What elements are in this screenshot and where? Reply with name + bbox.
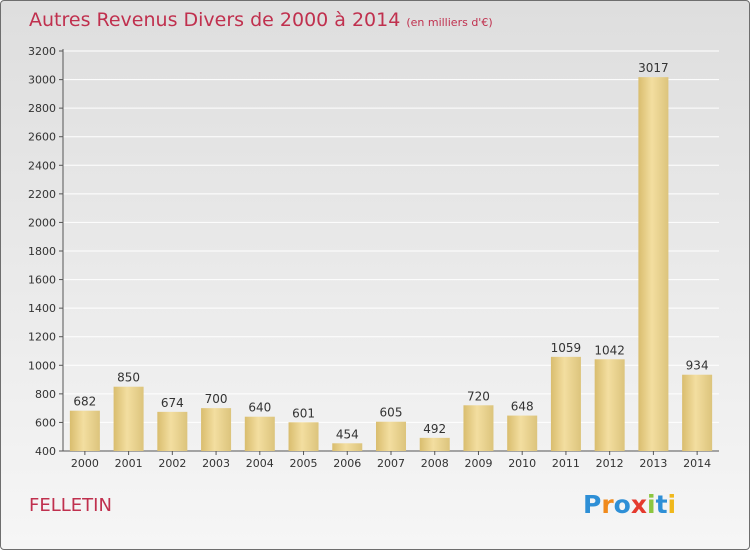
bars <box>69 77 713 452</box>
bar-2003 <box>201 408 232 451</box>
bar-2008 <box>419 437 450 451</box>
x-tick-label: 2012 <box>596 457 624 470</box>
logo-letter: x <box>630 490 647 519</box>
x-tick-label: 2013 <box>639 457 667 470</box>
y-tick-label: 2400 <box>28 159 56 172</box>
bar-value-label: 720 <box>467 389 490 403</box>
bar-2010 <box>507 415 538 451</box>
bar-2012 <box>594 359 625 451</box>
bar-2001 <box>113 386 144 451</box>
x-tick-label: 2002 <box>158 457 186 470</box>
x-tick-label: 2001 <box>115 457 143 470</box>
y-tick-label: 1200 <box>28 331 56 344</box>
logo-letter: t <box>655 490 668 519</box>
bar-value-label: 1042 <box>594 343 625 357</box>
bar-2011 <box>550 356 581 451</box>
bar-2014 <box>682 374 713 451</box>
bar-2013 <box>638 77 669 452</box>
bar-value-label: 934 <box>686 359 709 373</box>
bar-2004 <box>244 416 275 451</box>
x-tick-label: 2005 <box>290 457 318 470</box>
y-tick-label: 2200 <box>28 188 56 201</box>
logo-letter: i <box>667 490 677 519</box>
bar-value-label: 682 <box>73 395 96 409</box>
bar-value-label: 850 <box>117 371 140 385</box>
logo-letter: i <box>647 490 656 519</box>
x-tick-label: 2008 <box>421 457 449 470</box>
x-tick-label: 2011 <box>552 457 580 470</box>
y-tick-label: 2800 <box>28 102 56 115</box>
bar-value-label: 640 <box>248 401 271 415</box>
x-tick-label: 2004 <box>246 457 274 470</box>
bar-value-label: 1059 <box>551 341 582 355</box>
x-tick-label: 2003 <box>202 457 230 470</box>
y-tick-label: 1000 <box>28 359 56 372</box>
y-tick-label: 2000 <box>28 216 56 229</box>
y-tick-label: 3000 <box>28 74 56 87</box>
y-tick-label: 1800 <box>28 245 56 258</box>
proxiti-logo: Proxiti <box>583 490 676 519</box>
x-tick-label: 2010 <box>508 457 536 470</box>
bar-2002 <box>157 411 188 451</box>
bar-2006 <box>332 443 363 451</box>
x-tick-label: 2007 <box>377 457 405 470</box>
bar-2009 <box>463 405 494 451</box>
bar-value-label: 601 <box>292 406 315 420</box>
bar-value-label: 605 <box>380 406 403 420</box>
bar-value-label: 492 <box>423 422 446 436</box>
logo-letter: P <box>583 490 602 519</box>
bar-value-label: 674 <box>161 396 184 410</box>
bar-2007 <box>376 421 406 451</box>
chart-title: Autres Revenus Divers de 2000 à 2014 (en … <box>29 9 493 31</box>
location-name: FELLETIN <box>29 495 112 516</box>
y-tick-label: 800 <box>35 388 56 401</box>
logo-letter: r <box>601 490 614 519</box>
y-tick-label: 1600 <box>28 274 56 287</box>
bar-value-label: 648 <box>511 400 534 414</box>
bar-value-label: 454 <box>336 427 359 441</box>
y-tick-label: 600 <box>35 416 56 429</box>
x-tick-label: 2014 <box>683 457 711 470</box>
bar-value-label: 700 <box>205 392 228 406</box>
y-tick-label: 1400 <box>28 302 56 315</box>
bar-2000 <box>69 410 100 451</box>
y-tick-label: 3200 <box>28 45 56 58</box>
bar-value-label: 3017 <box>638 61 669 75</box>
x-tick-label: 2000 <box>71 457 99 470</box>
labels: 400 600 800 1000 1200 1400 1600 1800 2000 2200 240… <box>28 45 711 470</box>
bar-2005 <box>288 422 319 451</box>
y-tick-label: 400 <box>35 445 56 458</box>
x-tick-label: 2009 <box>464 457 492 470</box>
chart-subtitle: (en milliers d'€) <box>406 16 493 29</box>
chart-title-text: Autres Revenus Divers de 2000 à 2014 <box>29 9 401 31</box>
y-tick-label: 2600 <box>28 131 56 144</box>
logo-letter: o <box>613 490 631 519</box>
x-tick-label: 2006 <box>333 457 361 470</box>
